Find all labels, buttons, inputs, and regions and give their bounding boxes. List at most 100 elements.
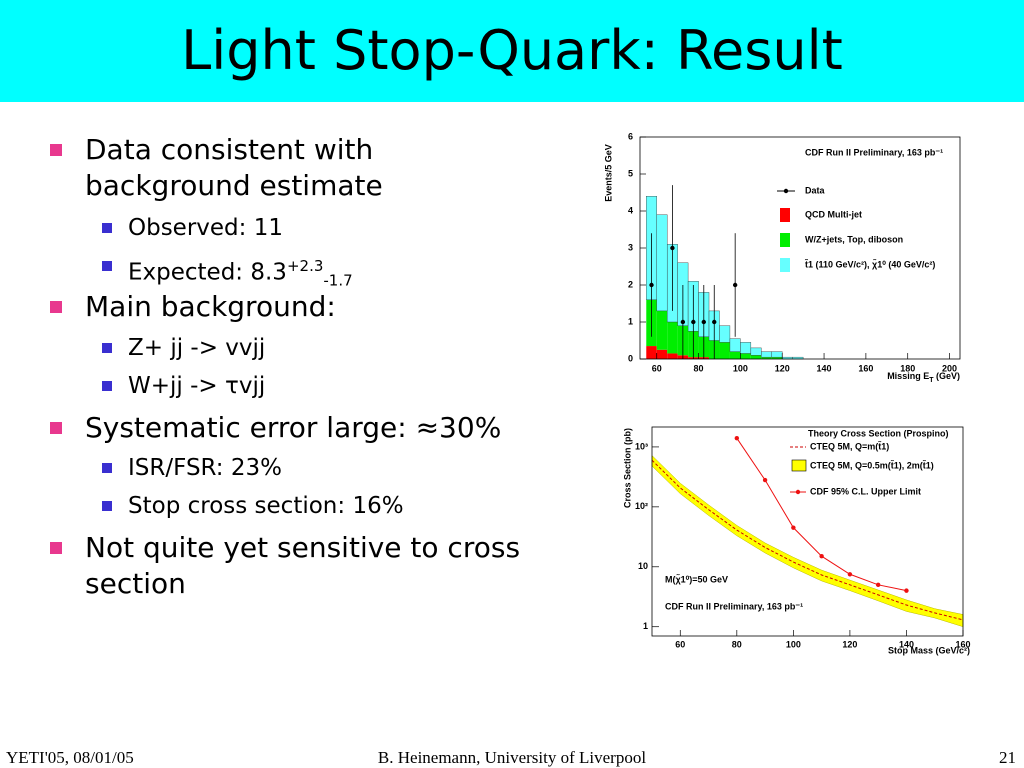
histogram-bar — [729, 338, 741, 352]
histogram-bar — [646, 346, 657, 359]
histogram-bar — [719, 325, 731, 343]
title-bar: Light Stop-Quark: Result — [0, 0, 1024, 102]
y-tick-label: 6 — [628, 131, 633, 141]
data-point — [712, 319, 717, 325]
legend-swatch — [780, 233, 790, 247]
limit-point — [791, 525, 796, 530]
y-axis-label: Cross Section (pb) — [622, 428, 632, 508]
bullet-text: Not quite yet sensitive to cross section — [85, 531, 521, 600]
legend-swatch — [791, 459, 807, 472]
legend-label: t̃1 (110 GeV/c²), χ̃1⁰ (40 GeV/c²) — [804, 258, 935, 269]
bullet-text: Main background: — [85, 290, 336, 323]
data-point — [732, 282, 738, 288]
bullet-text: Stop cross section: 16% — [128, 493, 404, 519]
histogram-bar — [771, 357, 783, 359]
x-tick-label: 80 — [694, 363, 704, 373]
sub-bullet: Observed: 11 — [102, 212, 283, 244]
data-point — [670, 245, 675, 251]
data-point — [649, 282, 654, 288]
legend-swatch — [780, 208, 790, 222]
limit-point — [904, 588, 909, 593]
legend-marker — [783, 188, 789, 194]
bullet-text: Z+ jj -> vvjj — [128, 335, 266, 361]
x-tick-label: 140 — [899, 639, 914, 649]
cross-section-plot: 60 80 100 120 140 160 1 10 10² 10³ Theory Cross Se… — [620, 418, 976, 664]
x-tick-label: 140 — [817, 363, 832, 373]
x-tick-label: 80 — [732, 639, 742, 649]
annotation: M(χ̃1⁰)=50 GeV — [665, 573, 728, 584]
x-axis-label-unit: (GeV) — [933, 371, 960, 381]
limit-point — [762, 477, 768, 483]
plot-frame — [651, 426, 964, 637]
data-point — [680, 319, 686, 325]
sub-bullet: Z+ jj -> vvjj — [102, 332, 266, 364]
y-tick-label: 4 — [628, 205, 633, 215]
histogram-bar — [656, 349, 668, 359]
legend-label: W/Z+jets, Top, diboson — [805, 234, 903, 244]
histogram-bar — [667, 353, 678, 359]
histogram-bar — [750, 347, 762, 356]
footer-center: B. Heinemann, University of Liverpool — [377, 748, 647, 767]
y-tick-label: 0 — [628, 353, 633, 363]
sub-bullet: W+jj -> τvjj — [102, 370, 266, 402]
slide-title: Light Stop-Quark: Result — [181, 19, 843, 82]
y-tick-label: 2 — [628, 279, 633, 289]
x-tick-label: 60 — [652, 363, 662, 373]
footer-right: 21 — [999, 748, 1016, 767]
x-axis-label: Missing ET (GeV) — [887, 371, 960, 383]
bullet-text: Expected: 8.3 — [128, 259, 287, 286]
histogram-bar — [656, 214, 668, 312]
theory-line — [651, 459, 964, 621]
sub-bullet: Expected: 8.3+2.3-1.7 — [102, 250, 353, 296]
superscript: +2.3 — [286, 257, 324, 275]
x-tick-label: 120 — [775, 363, 790, 373]
x-axis-label-part: Missing E — [887, 371, 929, 381]
annotation: CDF Run II Preliminary, 163 pb⁻¹ — [665, 601, 803, 611]
limit-point — [734, 435, 740, 441]
x-tick-label: 60 — [675, 639, 685, 649]
histogram-plot: 60 80 100 120 140 160 180 200 0 1 2 3 4 5 6 CDF Run II … — [600, 128, 968, 386]
histogram-bar — [656, 310, 668, 350]
data-point — [701, 319, 706, 325]
histogram-bar — [667, 322, 678, 354]
legend-swatch — [780, 258, 790, 272]
bullet-text: Systematic error large: ≈30% — [85, 411, 502, 444]
bullet-text: Data consistent with background estimate — [85, 133, 383, 202]
plot-title: Theory Cross Section (Prospino) — [808, 428, 949, 438]
y-tick-label: 1 — [628, 316, 633, 326]
bullet-text: W+jj -> τvjj — [128, 373, 266, 399]
histogram-bar — [740, 353, 751, 359]
histogram-bar — [740, 342, 752, 354]
x-tick-label: 100 — [733, 363, 748, 373]
y-axis-label: Events/5 GeV — [603, 144, 613, 202]
x-tick-label: 160 — [955, 639, 970, 649]
y-tick-label: 10³ — [635, 441, 648, 451]
data-point — [691, 319, 696, 325]
x-tick-label: 180 — [900, 363, 915, 373]
histogram-bar — [771, 351, 783, 358]
bullet-text: Observed: 11 — [128, 215, 283, 241]
x-axis-label-sub: T — [929, 377, 934, 384]
plot-title: CDF Run II Preliminary, 163 pb⁻¹ — [805, 147, 943, 157]
x-tick-label: 120 — [842, 639, 857, 649]
legend-label: CTEQ 5M, Q=0.5m(t̃1), 2m(t̃1) — [810, 460, 934, 471]
x-tick-label: 100 — [786, 639, 801, 649]
legend-label: Data — [805, 185, 826, 195]
histogram-bar — [719, 342, 730, 359]
x-axis-label: Stop Mass (GeV/c²) — [888, 645, 970, 655]
x-tick-label: 200 — [942, 363, 957, 373]
y-tick-label: 5 — [628, 168, 633, 178]
bullet-text: ISR/FSR: 23% — [128, 455, 282, 481]
subscript: -1.7 — [323, 271, 353, 290]
limit-point — [875, 582, 881, 588]
bullet: Data consistent with background estimate — [50, 132, 445, 204]
bullet: Main background: — [50, 289, 336, 325]
sub-bullet: ISR/FSR: 23% — [102, 452, 282, 484]
legend-label: QCD Multi-jet — [805, 209, 862, 219]
footer-left: YETI'05, 08/01/05 — [6, 748, 134, 767]
limit-point — [847, 572, 853, 577]
legend-label: CDF 95% C.L. Upper Limit — [810, 486, 921, 496]
x-tick-label: 160 — [858, 363, 873, 373]
histogram-bar — [729, 351, 741, 359]
